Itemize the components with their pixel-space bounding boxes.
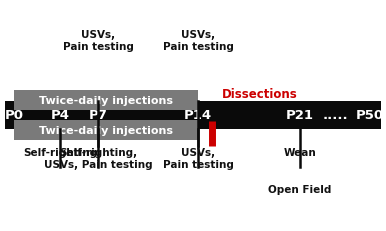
Text: Wean: Wean — [284, 147, 317, 157]
Text: Open Field: Open Field — [268, 184, 332, 194]
Bar — [14, 121, 198, 140]
Text: P0: P0 — [5, 109, 24, 122]
Text: Self-righting,
USVs, Pain testing: Self-righting, USVs, Pain testing — [44, 147, 152, 169]
Text: P50: P50 — [356, 109, 384, 122]
Text: P14: P14 — [184, 109, 212, 122]
Text: Twice-daily injections: Twice-daily injections — [39, 96, 173, 106]
Text: P21: P21 — [286, 109, 314, 122]
Text: .....: ..... — [322, 109, 348, 122]
Text: P7: P7 — [88, 109, 107, 122]
Text: P4: P4 — [51, 109, 69, 122]
Text: USVs,
Pain testing: USVs, Pain testing — [163, 147, 234, 169]
Text: Twice-daily injections: Twice-daily injections — [39, 125, 173, 135]
Bar — [5, 102, 381, 129]
Bar — [14, 91, 198, 110]
Text: Dissections: Dissections — [222, 88, 298, 100]
Text: Self-righting: Self-righting — [23, 147, 97, 157]
Text: USVs,
Pain testing: USVs, Pain testing — [63, 30, 134, 51]
Text: USVs,
Pain testing: USVs, Pain testing — [163, 30, 234, 51]
